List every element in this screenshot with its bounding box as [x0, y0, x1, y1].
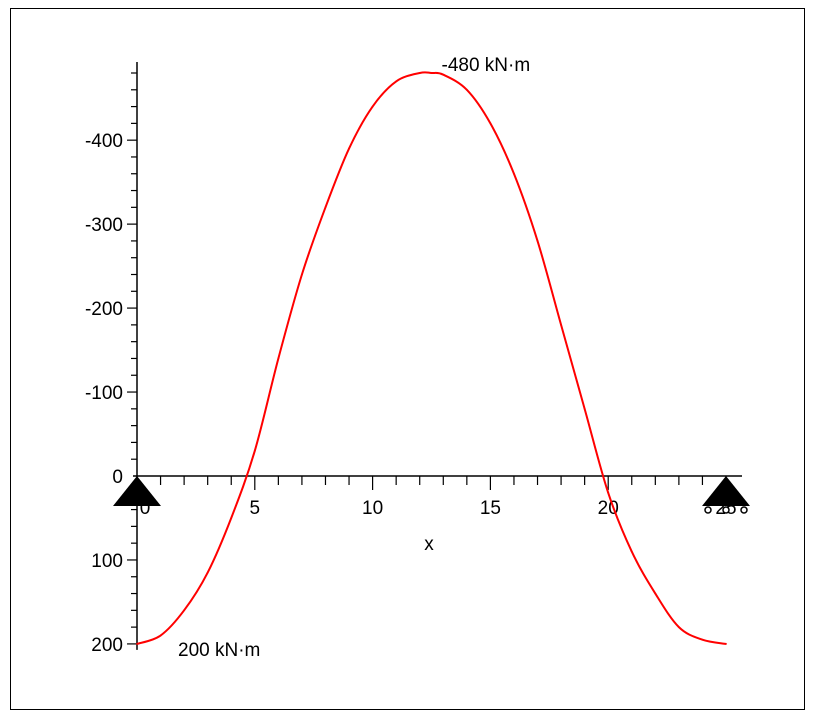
- roller-wheel-icon: [704, 506, 712, 514]
- data-point: [206, 571, 209, 574]
- data-point: [277, 357, 280, 360]
- series-group: [136, 71, 727, 645]
- data-point: [136, 643, 138, 645]
- axes: [133, 62, 742, 650]
- data-point: [253, 449, 256, 452]
- data-point: [430, 72, 433, 74]
- max-moment-annotation: -480 kN·m: [442, 55, 531, 76]
- data-point: [654, 592, 657, 595]
- x-axis-label: x: [424, 534, 434, 555]
- data-point: [536, 240, 539, 242]
- data-point: [395, 80, 398, 83]
- x-tick-label: 10: [362, 498, 383, 519]
- x-tick-label: 15: [480, 498, 501, 519]
- roller-wheel-icon: [722, 506, 730, 514]
- tick-labels: 05101520252001000-100-200-300-400: [85, 131, 737, 656]
- data-point: [583, 407, 586, 410]
- y-tick-label: -200: [85, 299, 123, 320]
- data-point: [371, 105, 374, 108]
- data-point: [324, 206, 327, 209]
- y-tick-label: 0: [112, 467, 123, 488]
- chart-frame: [10, 8, 805, 710]
- roller-support-icon: [702, 476, 750, 506]
- tick-marks: [127, 72, 727, 645]
- data-point: [630, 550, 633, 553]
- x-tick-label: 20: [598, 498, 619, 519]
- data-point: [230, 517, 233, 519]
- data-point: [183, 609, 186, 612]
- y-tick-label: 100: [91, 551, 123, 572]
- pin-support-icon: [113, 476, 161, 506]
- data-point: [513, 172, 515, 175]
- y-tick-label: 200: [91, 635, 123, 656]
- data-point: [442, 73, 445, 76]
- data-point: [677, 626, 680, 629]
- data-point: [701, 638, 704, 641]
- data-point: [348, 147, 350, 150]
- data-point: [465, 88, 468, 91]
- x-tick-label: 5: [250, 498, 261, 519]
- end-moment-annotation: 200 kN·m: [178, 640, 260, 661]
- moment-curve: [136, 71, 727, 645]
- annotations: -480 kN·m 200 kN·m: [178, 55, 530, 661]
- data-point: [418, 72, 421, 74]
- data-point: [159, 634, 162, 637]
- data-point: [607, 491, 610, 494]
- roller-wheel-icon: [740, 506, 748, 514]
- x-tick-label: 0: [140, 498, 151, 519]
- y-tick-label: -100: [85, 383, 123, 404]
- data-point: [560, 323, 562, 326]
- data-point: [725, 643, 727, 645]
- y-tick-label: -300: [85, 215, 123, 236]
- supports: [113, 476, 750, 514]
- data-point: [489, 122, 492, 125]
- y-tick-label: -400: [85, 131, 123, 152]
- data-point: [301, 273, 303, 276]
